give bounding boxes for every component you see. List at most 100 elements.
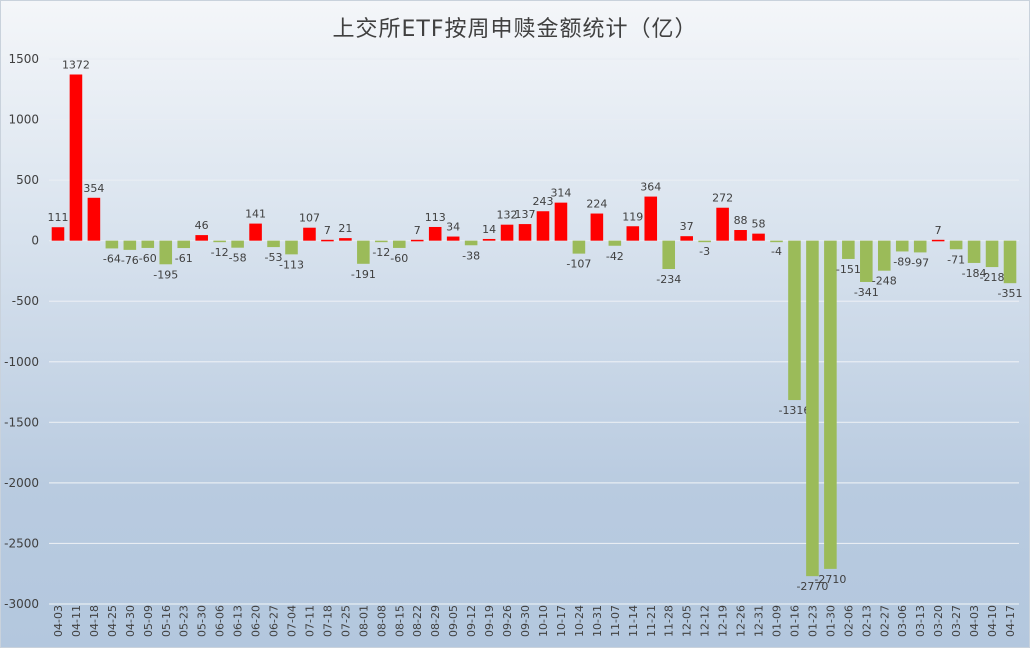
bar — [788, 240, 801, 401]
bar — [177, 240, 191, 249]
data-label: 58 — [752, 218, 766, 231]
bar — [1003, 240, 1017, 284]
x-tick-label: 09-30 — [519, 605, 532, 637]
bar — [949, 240, 963, 250]
bar — [428, 226, 442, 241]
x-tick-label: 06-20 — [250, 605, 263, 637]
data-label: 132 — [497, 209, 518, 222]
data-label: -2770 — [796, 580, 828, 593]
x-tick-label: 08-08 — [375, 605, 388, 637]
data-label: 272 — [712, 192, 733, 205]
y-tick-label: 0 — [31, 234, 39, 248]
x-tick-label: 11-14 — [627, 605, 640, 637]
data-label: -4 — [771, 245, 782, 258]
y-tick-label: -2000 — [4, 476, 39, 490]
bar — [518, 224, 532, 241]
data-label: -234 — [656, 273, 681, 286]
x-tick-label: 01-30 — [824, 605, 837, 637]
x-tick-label: 04-30 — [124, 605, 137, 637]
data-label: 7 — [414, 224, 421, 237]
x-tick-label: 08-01 — [357, 605, 370, 637]
bar — [321, 239, 334, 242]
bar — [87, 197, 101, 241]
bar — [662, 240, 676, 270]
x-tick-label: 09-12 — [465, 605, 478, 637]
x-tick-label: 06-13 — [232, 605, 245, 637]
bar — [375, 240, 388, 243]
data-label: -53 — [265, 251, 283, 264]
bar — [159, 240, 173, 265]
data-label: -61 — [175, 252, 193, 265]
x-tick-label: 07-18 — [321, 605, 334, 637]
data-label: -64 — [103, 252, 121, 265]
data-label: 111 — [47, 211, 68, 224]
bar — [716, 207, 729, 241]
data-label: -12 — [372, 246, 390, 259]
y-tick-label: 1500 — [8, 52, 39, 66]
x-tick-label: 04-17 — [1004, 605, 1017, 637]
data-label: 113 — [425, 211, 446, 224]
data-label: -12 — [211, 246, 229, 259]
bar — [249, 223, 262, 241]
bar — [698, 240, 711, 243]
y-tick-label: 500 — [16, 173, 39, 187]
bar — [734, 230, 747, 241]
data-label: -58 — [229, 252, 247, 265]
x-tick-label: 04-11 — [70, 605, 83, 637]
x-tick-label: 08-22 — [411, 605, 424, 637]
x-tick-label: 10-17 — [555, 605, 568, 637]
bar — [213, 240, 226, 243]
x-tick-label: 01-23 — [806, 605, 819, 637]
data-label: -71 — [947, 253, 965, 266]
x-tick-label: 03-20 — [932, 605, 945, 637]
bar — [626, 226, 640, 241]
bar — [51, 227, 65, 241]
x-tick-label: 06-06 — [214, 605, 227, 637]
data-label: 7 — [324, 224, 331, 237]
data-label: -248 — [872, 275, 897, 288]
x-tick-label: 05-09 — [142, 605, 155, 637]
x-tick-label: 07-25 — [339, 605, 352, 637]
x-tick-label: 01-09 — [771, 605, 784, 637]
bar — [572, 240, 586, 254]
data-label: -89 — [893, 255, 911, 268]
bar — [590, 213, 604, 241]
data-label: 119 — [622, 210, 643, 223]
x-tick-label: 09-26 — [501, 605, 514, 637]
bar — [410, 239, 424, 242]
y-tick-label: -2500 — [4, 536, 39, 550]
data-label: -218 — [980, 271, 1005, 284]
x-tick-label: 10-31 — [591, 605, 604, 637]
data-label: 1372 — [62, 59, 90, 72]
data-label: -76 — [121, 254, 139, 267]
x-tick-label: 04-03 — [52, 605, 65, 637]
bar — [446, 236, 460, 241]
bar — [967, 240, 981, 263]
x-tick-label: 05-30 — [196, 605, 209, 637]
bar — [824, 240, 837, 569]
x-tick-label: 04-03 — [968, 605, 981, 637]
x-tick-label: 10-10 — [537, 605, 550, 637]
bar — [105, 240, 119, 249]
bar — [752, 233, 765, 241]
x-tick-label: 02-06 — [842, 605, 855, 637]
bar — [985, 240, 999, 268]
bar — [895, 240, 909, 252]
x-tick-label: 06-27 — [268, 605, 281, 637]
data-label: -341 — [854, 286, 879, 299]
data-label: -191 — [351, 268, 376, 281]
data-label: 88 — [734, 214, 748, 227]
data-label: -97 — [911, 256, 929, 269]
data-label: -60 — [390, 252, 408, 265]
chart-title: 上交所ETF按周申赎金额统计（亿） — [332, 17, 698, 42]
data-label: -1316 — [778, 404, 810, 417]
y-tick-label: 1000 — [8, 113, 39, 127]
bar — [913, 240, 927, 253]
x-tick-label: 08-29 — [429, 605, 442, 637]
data-label: 21 — [338, 222, 352, 235]
data-label: -60 — [139, 252, 157, 265]
data-label: 243 — [532, 195, 553, 208]
bar — [339, 238, 352, 241]
